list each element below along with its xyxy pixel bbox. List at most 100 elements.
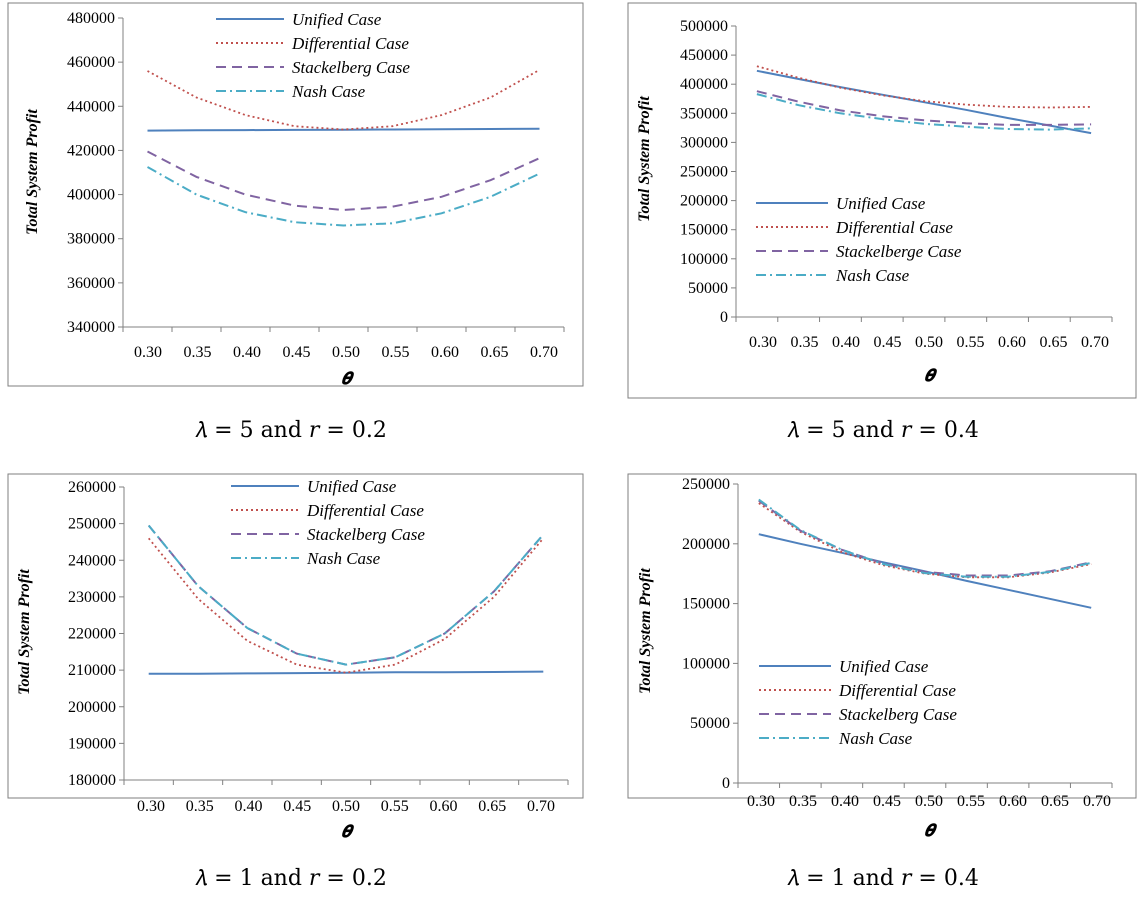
x-tick-label: 0.45 xyxy=(283,344,311,361)
x-tick-label: 0.45 xyxy=(873,793,901,810)
legend-label: Stackelberg Case xyxy=(839,705,957,724)
x-tick-label: 0.50 xyxy=(332,798,360,815)
y-tick-label: 0 xyxy=(720,309,728,326)
y-tick-label: 380000 xyxy=(67,231,115,248)
y-tick-label: 0 xyxy=(722,775,730,792)
x-tick-label: 0.35 xyxy=(186,798,214,815)
y-tick-label: 230000 xyxy=(68,589,116,606)
y-tick-label: 190000 xyxy=(68,735,116,752)
legend-label: Unified Case xyxy=(307,477,397,496)
series-line-nash-case xyxy=(756,93,1092,131)
series-line-unified-case xyxy=(148,670,544,675)
series-line-nash-case xyxy=(147,524,545,666)
legend-label: Nash Case xyxy=(838,729,913,748)
series-line-differential-case xyxy=(758,502,1092,579)
series-line-stackelberg-case xyxy=(147,524,545,666)
y-tick-label: 300000 xyxy=(680,134,728,151)
y-axis-title: Total System Profit xyxy=(16,569,33,695)
chart-panel-1: 340000 360000 380000 400000 420000 440000 4600… xyxy=(7,2,584,443)
y-tick-label: 200000 xyxy=(68,699,116,716)
legend-label: Unified Case xyxy=(836,194,926,213)
x-axis-title: 𝜽 xyxy=(341,369,354,388)
x-tick-label: 0.30 xyxy=(137,798,165,815)
series-line-stackelberg-case xyxy=(147,150,540,212)
y-tick-label: 180000 xyxy=(68,772,116,789)
x-tick-label: 0.35 xyxy=(789,793,817,810)
y-tick-label: 200000 xyxy=(680,193,728,210)
x-tick-label: 0.70 xyxy=(1083,793,1111,810)
y-axis-title: Total System Profit xyxy=(24,109,41,235)
x-tick-label: 0.40 xyxy=(831,793,859,810)
x-tick-label: 0.60 xyxy=(430,798,458,815)
series-line-stackelberge-case xyxy=(756,90,1092,126)
x-tick-label: 0.70 xyxy=(527,798,555,815)
legend-label: Differential Case xyxy=(835,218,953,237)
series-line-nash-case xyxy=(147,166,540,227)
x-tick-label: 0.65 xyxy=(1040,334,1068,351)
y-tick-label: 440000 xyxy=(67,98,115,115)
series-line-nash-case xyxy=(758,498,1092,578)
x-tick-label: 0.55 xyxy=(957,334,985,351)
legend-label: Differential Case xyxy=(306,501,424,520)
y-tick-label: 100000 xyxy=(682,655,730,672)
x-tick-label: 0.60 xyxy=(999,793,1027,810)
y-tick-label: 450000 xyxy=(680,47,728,64)
x-tick-label: 0.30 xyxy=(749,334,777,351)
y-tick-label: 250000 xyxy=(680,164,728,181)
legend-label: Nash Case xyxy=(306,549,381,568)
x-tick-label: 0.40 xyxy=(832,334,860,351)
legend-label: Nash Case xyxy=(291,82,366,101)
series-line-stackelberg-case xyxy=(758,499,1092,577)
x-tick-label: 0.50 xyxy=(915,793,943,810)
x-tick-label: 0.50 xyxy=(332,344,360,361)
series-line-differential-case xyxy=(148,537,544,674)
x-tick-label: 0.30 xyxy=(747,793,775,810)
y-tick-label: 100000 xyxy=(680,251,728,268)
y-tick-label: 220000 xyxy=(68,626,116,643)
x-tick-label: 0.55 xyxy=(382,344,410,361)
y-tick-label: 400000 xyxy=(67,187,115,204)
series-line-unified-case xyxy=(147,127,540,132)
x-tick-label: 0.70 xyxy=(1081,334,1109,351)
legend-label: Nash Case xyxy=(835,266,910,285)
x-tick-label: 0.40 xyxy=(235,798,263,815)
y-tick-label: 200000 xyxy=(682,536,730,553)
x-axis-title: 𝜽 xyxy=(924,366,937,385)
legend-label: Stackelberg Case xyxy=(307,525,425,544)
x-tick-label: 0.65 xyxy=(481,344,509,361)
x-tick-label: 0.55 xyxy=(957,793,985,810)
x-tick-label: 0.55 xyxy=(381,798,409,815)
chart-panel-2: 0 50000 100000 150000 200000 250000 300000 3500… xyxy=(627,2,1137,443)
x-axis-title: 𝜽 xyxy=(924,821,937,840)
x-tick-label: 0.50 xyxy=(915,334,943,351)
y-tick-label: 50000 xyxy=(688,280,728,297)
chart-caption: 𝜆 = 1 and 𝑟 = 0.2 xyxy=(195,866,387,891)
x-tick-label: 0.35 xyxy=(184,344,212,361)
x-tick-label: 0.60 xyxy=(998,334,1026,351)
x-tick-label: 0.30 xyxy=(134,344,162,361)
chart-caption: 𝜆 = 5 and 𝑟 = 0.4 xyxy=(787,418,979,443)
chart-caption: 𝜆 = 5 and 𝑟 = 0.2 xyxy=(195,418,387,443)
x-tick-label: 0.45 xyxy=(283,798,311,815)
y-tick-label: 360000 xyxy=(67,275,115,292)
x-tick-label: 0.60 xyxy=(431,344,459,361)
x-tick-label: 0.40 xyxy=(233,344,261,361)
chart-frame xyxy=(7,2,584,387)
y-tick-label: 240000 xyxy=(68,552,116,569)
legend-label: Stackelberge Case xyxy=(836,242,962,261)
legend-label: Stackelberg Case xyxy=(292,58,410,77)
chart-panel-3: 180000 190000 200000 210000 220000 230000 2400… xyxy=(7,473,584,891)
y-tick-label: 340000 xyxy=(67,319,115,336)
y-axis-title: Total System Profit xyxy=(637,568,654,694)
x-tick-label: 0.65 xyxy=(1041,793,1069,810)
y-tick-label: 420000 xyxy=(67,142,115,159)
chart-frame xyxy=(627,2,1137,399)
chart-panel-4: 0 50000 100000 150000 200000 250000 0.30 0.35 0.… xyxy=(627,473,1137,891)
legend-label: Unified Case xyxy=(839,657,929,676)
x-tick-label: 0.70 xyxy=(530,344,558,361)
y-tick-label: 210000 xyxy=(68,662,116,679)
y-tick-label: 400000 xyxy=(680,76,728,93)
chart-caption: 𝜆 = 1 and 𝑟 = 0.4 xyxy=(787,866,979,891)
x-tick-label: 0.45 xyxy=(874,334,902,351)
